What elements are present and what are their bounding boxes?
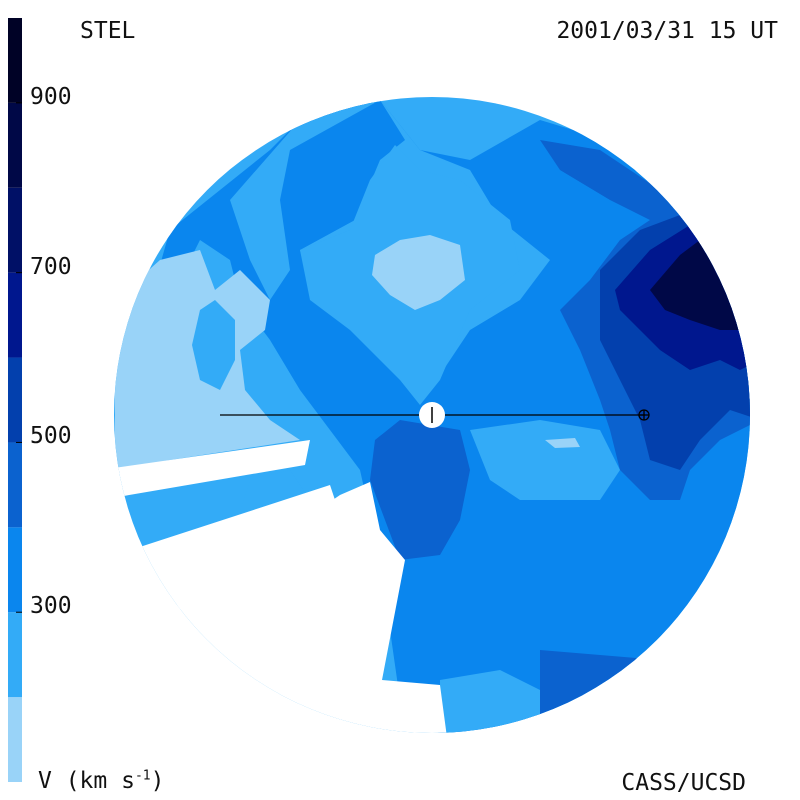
colorbar-tick-label: 900 [30, 83, 72, 110]
colorbar-level-4 [8, 357, 22, 443]
contour-lightest-center [372, 235, 465, 310]
contour-medium-left-blob [192, 300, 235, 390]
colorbar-level-7 [8, 102, 22, 188]
colorbar-level-6 [8, 187, 22, 273]
source-label: STEL [80, 18, 136, 44]
colorbar-tick-label: 700 [30, 253, 72, 280]
colorbar-tick-label: 300 [30, 593, 72, 620]
data-gap-wedge-upper [114, 440, 310, 500]
contour-light-right-sun [470, 420, 620, 500]
colorbar-level-2 [8, 527, 22, 613]
contour-dark-center-south [370, 420, 470, 560]
contour-dark-bottom-right [540, 650, 700, 733]
colorbar-level-3 [8, 442, 22, 528]
colorbar-level-8 [8, 18, 22, 103]
colorbar-unit-label: V (km s-1) [38, 768, 165, 794]
colorbar-tick-label: 500 [30, 423, 72, 450]
contour-lightest-right-sun [545, 438, 580, 448]
credit-label: CASS/UCSD [621, 770, 746, 796]
colorbar-level-1 [8, 612, 22, 698]
colorbar-level-0 [8, 697, 22, 782]
colorbar [8, 18, 22, 782]
date-label: 2001/03/31 15 UT [556, 18, 778, 44]
unit-close: ) [150, 768, 165, 794]
contour-light-bottom [440, 670, 540, 733]
unit-sup: -1 [134, 768, 151, 784]
colorbar-level-5 [8, 272, 22, 358]
unit-main: V (km s [38, 768, 135, 794]
